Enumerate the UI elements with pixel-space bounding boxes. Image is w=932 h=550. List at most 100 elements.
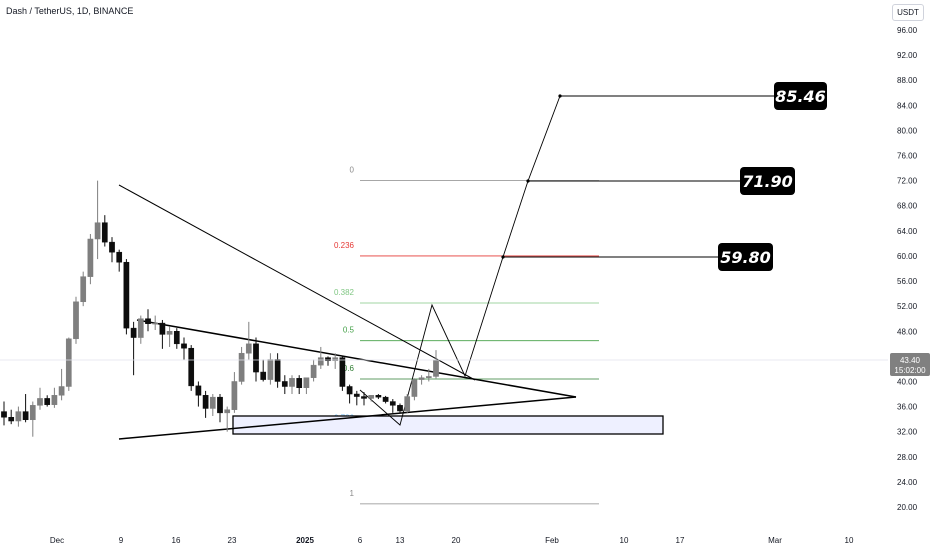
target-label-0: 59.80 (720, 248, 771, 267)
triangle-upper-line (136, 319, 577, 398)
currency-selector[interactable]: USDT (892, 4, 924, 21)
candle-body-24 (173, 331, 180, 345)
x-tick-label-12: 10 (845, 536, 854, 545)
candle-body-5 (37, 398, 43, 406)
symbol-header: Dash / TetherUS, 1D, BINANCE (6, 6, 134, 16)
y-tick-label-9: 60.00 (897, 252, 918, 261)
y-tick-label-12: 48.00 (897, 327, 918, 336)
candle-body-26 (188, 347, 195, 387)
candle-body-6 (44, 398, 51, 405)
y-tick-label-7: 68.00 (897, 202, 918, 211)
candle-body-25 (181, 343, 187, 349)
x-tick-label-0: Dec (50, 536, 64, 545)
candle-body-3 (22, 411, 29, 421)
candle-body-50 (361, 396, 367, 399)
target-label-2: 85.46 (775, 87, 826, 106)
candle-body-1 (8, 416, 15, 422)
x-tick-label-10: 17 (676, 536, 685, 545)
candle-body-48 (346, 386, 353, 395)
y-tick-label-4: 80.00 (897, 126, 918, 135)
candle-body-12 (87, 238, 94, 277)
candle-body-44 (317, 357, 324, 366)
candle-body-40 (289, 378, 295, 387)
projection-path (359, 95, 561, 426)
y-tick-label-6: 72.00 (897, 177, 918, 186)
y-tick-label-18: 24.00 (897, 478, 918, 487)
candle-body-2 (15, 411, 22, 422)
candle-body-41 (296, 378, 303, 389)
candle-body-45 (325, 357, 331, 362)
fib-label-1: 0.236 (334, 241, 355, 250)
y-tick-label-17: 28.00 (897, 453, 918, 462)
y-tick-label-14: 40.00 (897, 377, 918, 386)
price-label-box (890, 353, 930, 376)
candle-body-51 (368, 395, 375, 399)
candle-body-36 (260, 371, 267, 380)
candle-body-16 (116, 251, 123, 263)
x-tick-label-4: 2025 (296, 536, 314, 545)
candle-body-54 (389, 401, 396, 406)
candle-body-32 (231, 381, 238, 410)
candle-body-13 (94, 222, 101, 240)
candle-body-39 (281, 381, 288, 387)
candle-body-11 (80, 276, 87, 303)
fib-label-6: 1 (350, 489, 355, 498)
fib-label-2: 0.382 (334, 288, 355, 297)
target-box-2 (774, 82, 827, 110)
y-tick-label-8: 64.00 (897, 227, 918, 236)
y-tick-label-15: 36.00 (897, 403, 918, 412)
candle-body-60 (433, 359, 439, 377)
candle-body-18 (130, 327, 137, 338)
x-tick-label-3: 23 (228, 536, 237, 545)
candle-body-42 (303, 377, 310, 389)
triangle-lower-line (118, 396, 577, 440)
candle-body-38 (274, 359, 281, 382)
candle-body-52 (375, 395, 382, 398)
downtrend-line (118, 184, 476, 381)
y-tick-label-2: 88.00 (897, 76, 918, 85)
candle-body-37 (267, 359, 274, 380)
candle-body-14 (101, 222, 108, 243)
target-point-2 (558, 94, 562, 98)
candle-body-53 (382, 396, 389, 402)
candle-body-56 (404, 396, 411, 412)
x-tick-label-1: 9 (119, 536, 124, 545)
candle-body-59 (425, 376, 432, 378)
candle-body-58 (418, 377, 425, 380)
candle-body-57 (411, 379, 418, 397)
candle-body-23 (166, 331, 173, 335)
demand-zone (232, 415, 664, 435)
x-tick-label-7: 20 (452, 536, 461, 545)
candle-body-30 (217, 396, 223, 414)
candle-body-28 (202, 395, 209, 409)
y-tick-label-11: 52.00 (897, 302, 918, 311)
fib-label-4: 0.6 (343, 364, 355, 373)
candle-body-22 (159, 322, 166, 335)
fib-label-3: 0.5 (343, 326, 355, 335)
candle-body-15 (109, 241, 115, 253)
candle-body-33 (238, 352, 245, 382)
y-tick-label-0: 96.00 (897, 26, 918, 35)
y-tick-label-10: 56.00 (897, 277, 918, 286)
candle-body-49 (353, 393, 360, 397)
candle-body-55 (397, 405, 403, 412)
y-tick-label-3: 84.00 (897, 101, 918, 110)
candle-body-8 (58, 386, 65, 396)
candle-body-47 (339, 357, 346, 387)
fib-label-0: 0 (350, 166, 355, 175)
candle-body-10 (73, 301, 79, 340)
target-box-0 (718, 243, 773, 271)
candle-body-0 (1, 411, 7, 418)
candle-body-7 (51, 395, 58, 405)
candle-body-21 (152, 322, 159, 325)
candle-body-46 (332, 357, 339, 362)
candle-body-34 (245, 343, 252, 354)
y-tick-label-19: 20.00 (897, 503, 918, 512)
y-tick-label-5: 76.00 (897, 152, 918, 161)
target-point-0 (501, 255, 505, 259)
target-label-1: 71.90 (742, 172, 793, 191)
x-tick-label-6: 13 (396, 536, 405, 545)
candle-body-27 (195, 385, 202, 396)
bar-countdown: 15:02:00 (894, 366, 926, 375)
